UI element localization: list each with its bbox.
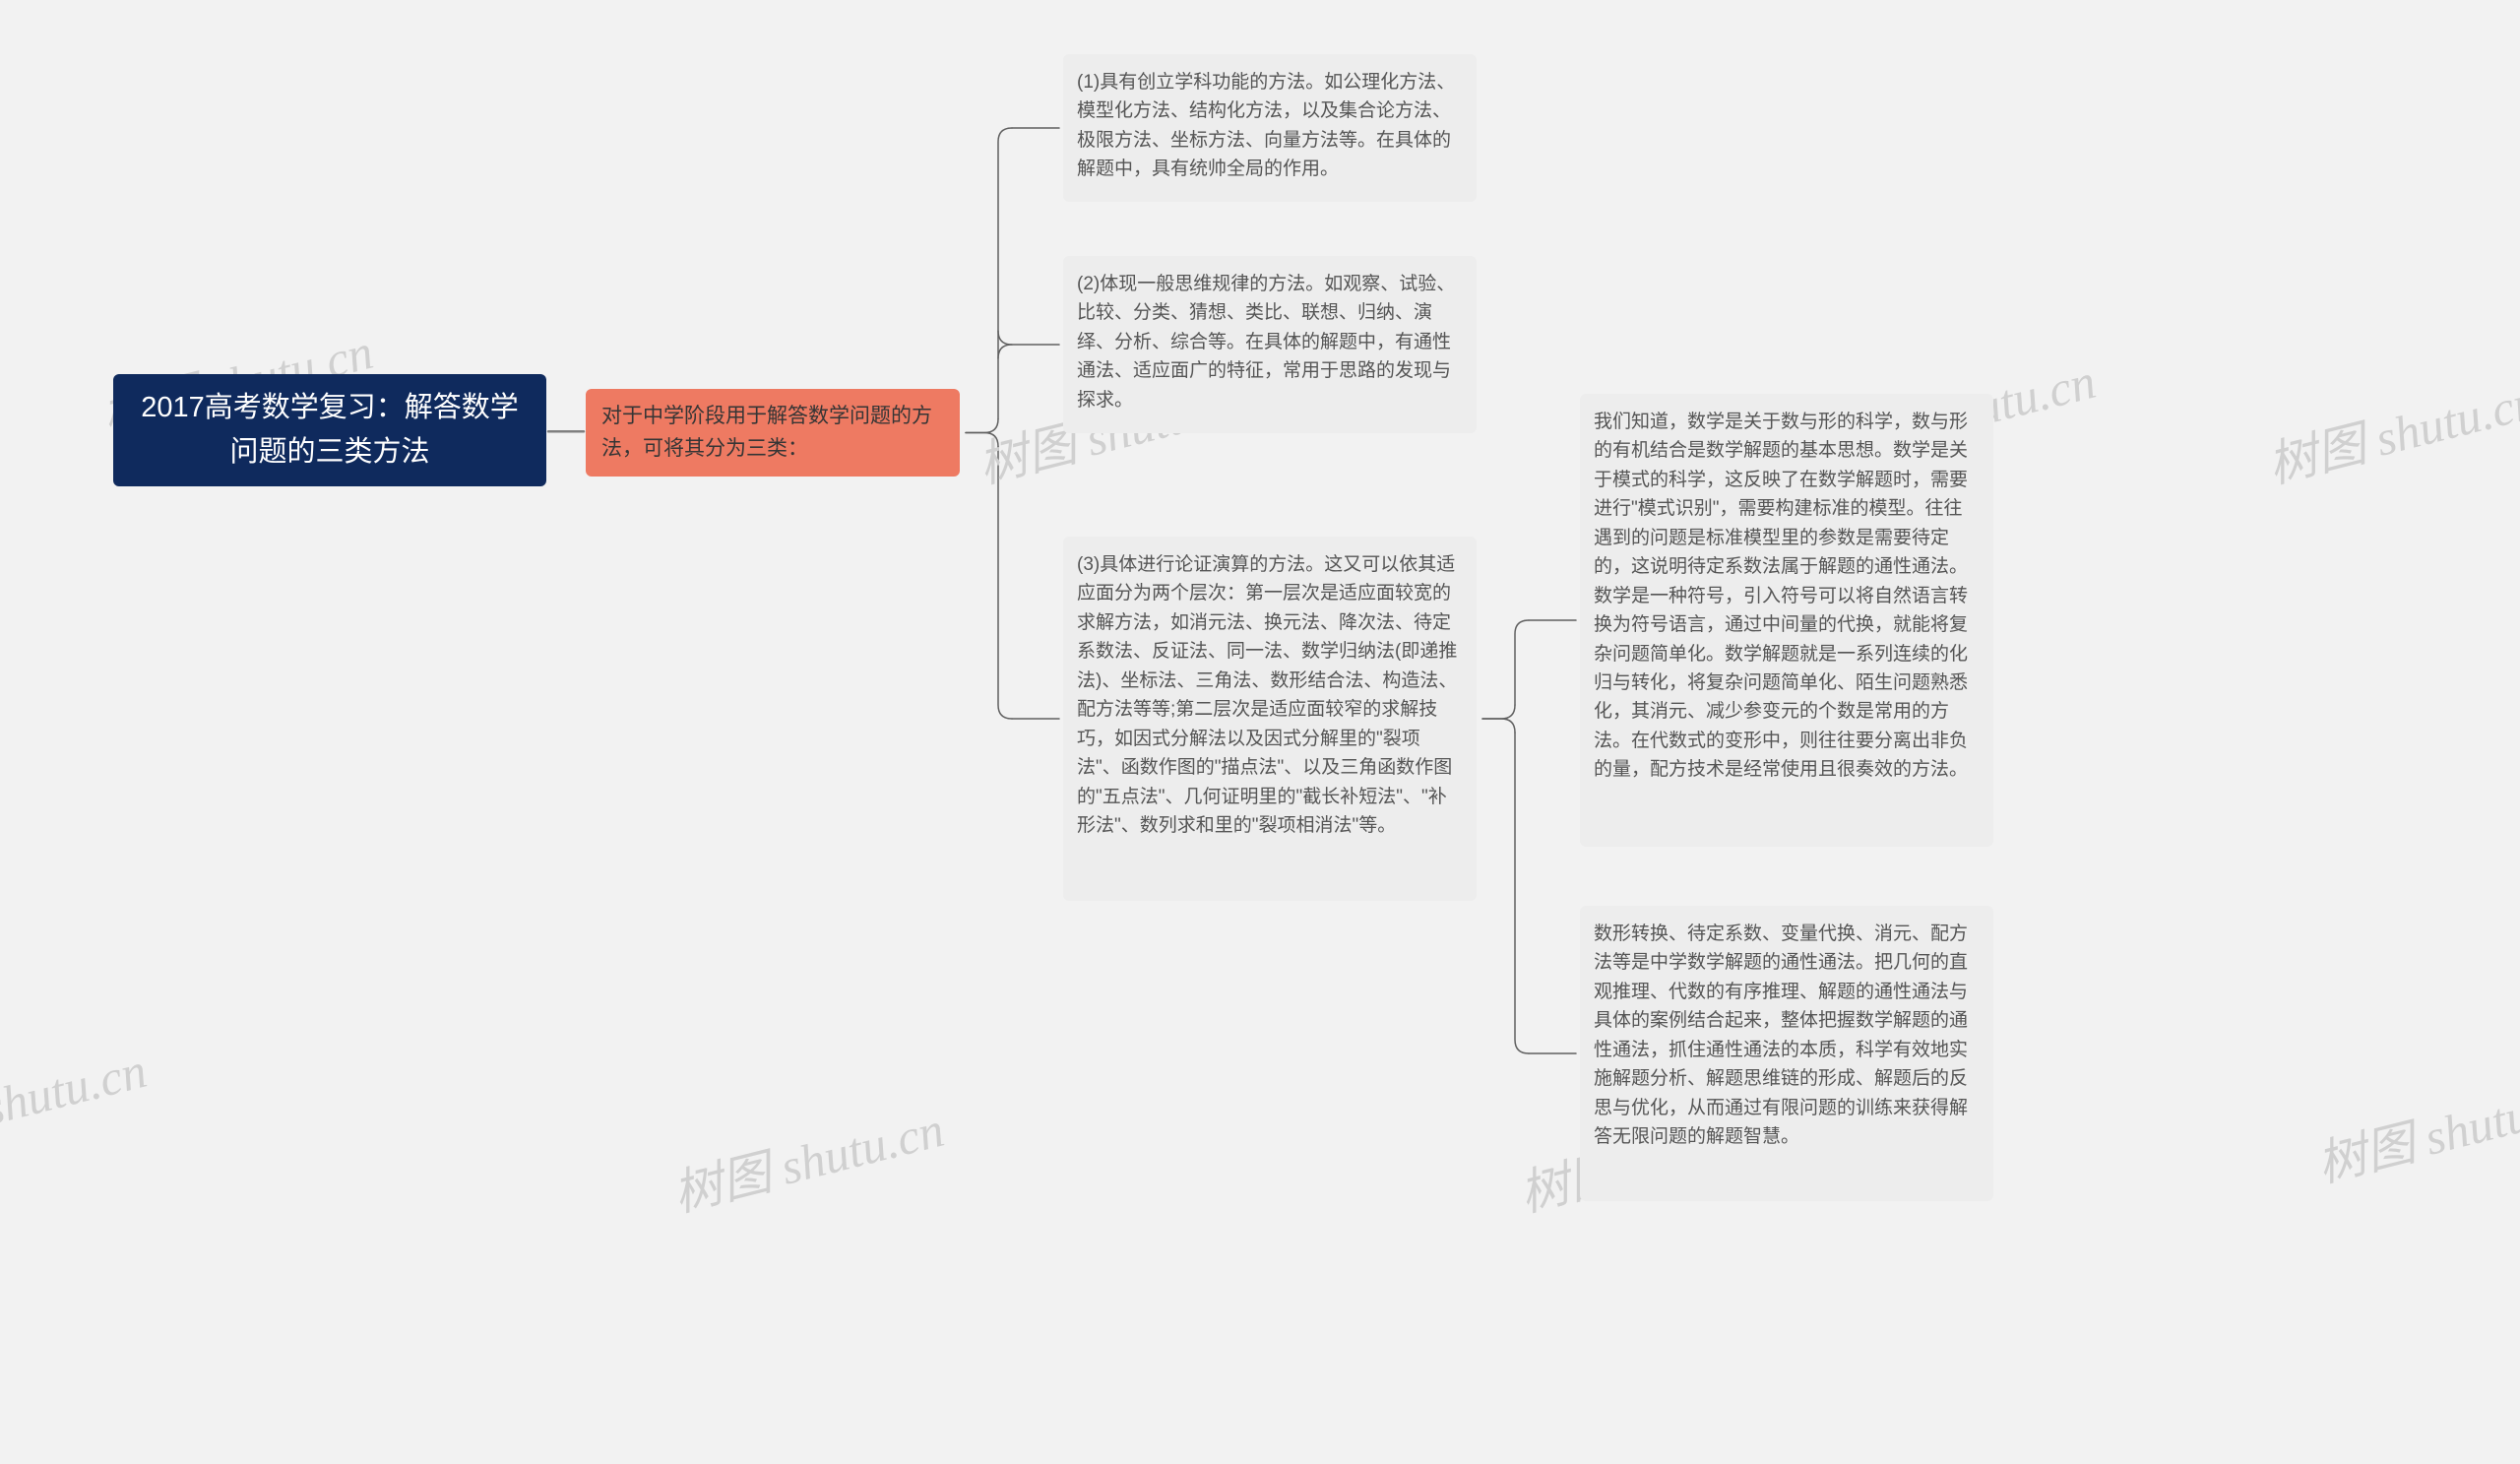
leaf-method-3a[interactable]: 我们知道，数学是关于数与形的科学，数与形的有机结合是数学解题的基本思想。数学是关… (1580, 394, 1993, 847)
leaf-method-2[interactable]: (2)体现一般思维规律的方法。如观察、试验、比较、分类、猜想、类比、联想、归纳、… (1063, 256, 1477, 433)
watermark: 树图 shutu.cn (2308, 1060, 2520, 1196)
watermark: 树图 shutu.cn (0, 1031, 153, 1167)
branch-node-methods[interactable]: 对于中学阶段用于解答数学问题的方法，可将其分为三类： (586, 389, 960, 477)
watermark: 树图 shutu.cn (2259, 361, 2520, 497)
mindmap-canvas: 树图 shutu.cn 树图 shutu.cn 树图 shutu.cn 树图 s… (0, 0, 2520, 1464)
watermark: 树图 shutu.cn (664, 1090, 950, 1226)
leaf-method-3[interactable]: (3)具体进行论证演算的方法。这又可以依其适应面分为两个层次：第一层次是适应面较… (1063, 537, 1477, 901)
leaf-method-1[interactable]: (1)具有创立学科功能的方法。如公理化方法、模型化方法、结构化方法，以及集合论方… (1063, 54, 1477, 202)
root-node[interactable]: 2017高考数学复习：解答数学问题的三类方法 (113, 374, 546, 486)
leaf-method-3b[interactable]: 数形转换、待定系数、变量代换、消元、配方法等是中学数学解题的通性通法。把几何的直… (1580, 906, 1993, 1201)
